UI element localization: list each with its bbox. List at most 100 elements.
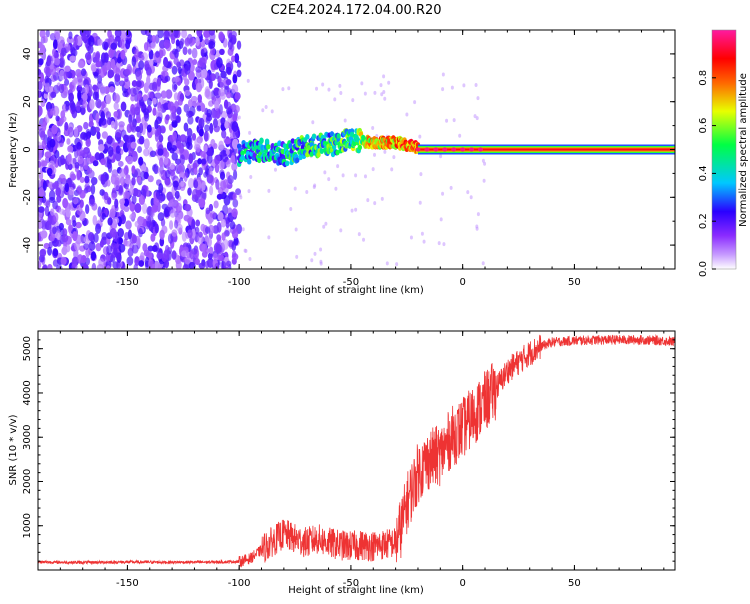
heatmap-speckle xyxy=(192,48,198,59)
heatmap-speckle xyxy=(138,157,143,166)
heatmap-speckle xyxy=(119,199,125,205)
heatmap-speckle xyxy=(120,39,125,49)
heatmap-speckle xyxy=(134,49,139,57)
heatmap-speckle xyxy=(85,27,91,35)
heatmap-speckle xyxy=(373,201,376,205)
heatmap-speckle xyxy=(421,232,424,236)
heatmap-speckle xyxy=(158,195,163,203)
heatmap-speckle xyxy=(114,180,120,190)
heatmap-speckle xyxy=(121,102,127,112)
heatmap-speckle xyxy=(38,58,43,65)
heatmap-speckle xyxy=(41,160,47,166)
heatmap-speckle xyxy=(124,75,128,82)
heatmap-speckle xyxy=(147,125,152,133)
heatmap-speckle xyxy=(113,111,118,117)
heatmap-speckle xyxy=(134,203,141,213)
y-tick-label: 40 xyxy=(22,48,33,61)
snr-frame xyxy=(38,331,675,570)
heatmap-speckle xyxy=(441,192,444,196)
snr-series-line xyxy=(38,335,675,567)
heatmap-speckle xyxy=(110,43,117,50)
heatmap-speckle xyxy=(138,60,144,70)
heatmap-speckle xyxy=(380,92,383,96)
heatmap-speckle xyxy=(295,228,298,232)
heatmap-speckle xyxy=(71,49,78,57)
y-tick-label: 5000 xyxy=(22,336,33,361)
heatmap-speckle xyxy=(215,163,220,173)
heatmap-speckle xyxy=(118,228,124,237)
heatmap-speckle xyxy=(170,209,177,217)
heatmap-speckle xyxy=(57,132,62,141)
x-tick-label: -150 xyxy=(116,578,139,589)
heatmap-speckle xyxy=(59,209,65,215)
heatmap-speckle xyxy=(146,67,152,76)
heatmap-speckle xyxy=(83,122,88,130)
heatmap-speckle xyxy=(197,158,202,164)
heatmap-speckle xyxy=(451,86,454,90)
heatmap-speckle xyxy=(232,199,238,208)
heatmap-speckle xyxy=(139,123,143,133)
heatmap-speckle xyxy=(40,44,45,54)
heatmap-speckle xyxy=(453,118,456,122)
heatmap-speckle xyxy=(81,68,86,76)
heatmap-speckle xyxy=(441,87,444,91)
heatmap-speckle xyxy=(45,206,49,216)
heatmap-speckle xyxy=(221,130,226,139)
heatmap-speckle xyxy=(117,57,121,64)
heatmap-speckle xyxy=(77,70,81,78)
heatmap-speckle xyxy=(157,77,161,86)
heatmap-speckle xyxy=(216,57,223,68)
heatmap-speckle xyxy=(49,235,54,242)
heatmap-speckle xyxy=(249,175,252,179)
heatmap-speckle xyxy=(50,108,55,116)
colorbar-tick-label: 0.6 xyxy=(698,118,709,134)
heatmap-speckle xyxy=(438,241,441,245)
heatmap-speckle xyxy=(62,246,67,255)
heatmap-speckle xyxy=(76,206,82,215)
heatmap-speckle xyxy=(36,69,42,75)
heatmap-speckle xyxy=(338,84,341,88)
heatmap-speckle xyxy=(198,167,203,175)
heatmap-speckle xyxy=(47,264,53,273)
heatmap-speckle xyxy=(462,83,465,87)
heatmap-speckle xyxy=(136,71,142,82)
heatmap-speckle xyxy=(152,98,157,105)
heatmap-speckle xyxy=(205,226,210,234)
heatmap-speckle xyxy=(119,80,125,86)
heatmap-speckle xyxy=(231,208,237,217)
heatmap-speckle xyxy=(64,122,68,131)
carrier-blob xyxy=(259,138,263,144)
heatmap-speckle xyxy=(477,212,480,216)
heatmap-speckle xyxy=(201,69,207,79)
heatmap-speckle xyxy=(476,96,479,100)
heatmap-speckle xyxy=(174,92,179,101)
heatmap-speckle xyxy=(362,238,365,242)
heatmap-speckle xyxy=(72,231,77,241)
heatmap-speckle xyxy=(126,156,133,165)
x-tick-label: 0 xyxy=(459,277,465,288)
carrier-blob xyxy=(247,159,251,165)
heatmap-speckle xyxy=(339,228,342,232)
heatmap-speckle xyxy=(59,84,65,93)
heatmap-speckle xyxy=(373,91,376,95)
heatmap-speckle xyxy=(244,249,247,253)
heatmap-speckle xyxy=(124,69,131,75)
heatmap-speckle xyxy=(121,129,127,137)
heatmap-speckle xyxy=(217,194,223,200)
heatmap-speckle xyxy=(218,89,225,97)
y-tick-label: 20 xyxy=(22,95,33,108)
heatmap-speckle xyxy=(383,150,386,154)
heatmap-speckle xyxy=(405,112,408,116)
heatmap-speckle xyxy=(126,30,132,37)
heatmap-speckle xyxy=(168,101,175,110)
heatmap-speckle xyxy=(138,94,142,101)
x-tick-label: 50 xyxy=(568,578,581,589)
heatmap-speckle xyxy=(413,100,416,104)
heatmap-speckle xyxy=(476,227,479,231)
heatmap-x-label: Height of straight line (km) xyxy=(288,285,424,296)
heatmap-speckle xyxy=(119,244,126,253)
heatmap-speckle xyxy=(320,262,323,266)
heatmap-speckle xyxy=(237,70,242,78)
heatmap-speckle xyxy=(169,220,173,230)
heatmap-speckle xyxy=(483,162,486,166)
